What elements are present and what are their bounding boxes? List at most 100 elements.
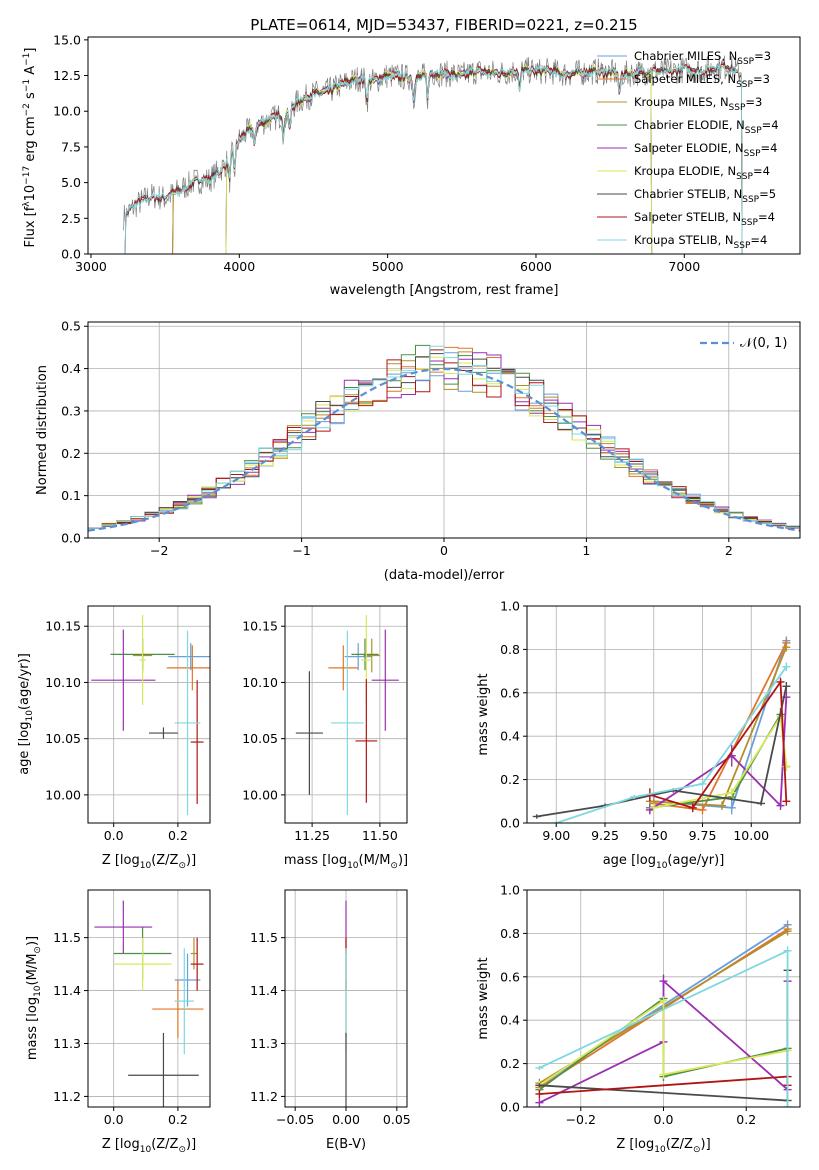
- legend-label: Salpeter STELIB, NSSP=4: [634, 210, 775, 228]
- legend-label-part: =4: [750, 233, 767, 247]
- x-axis-label-part: (M/M: [359, 853, 391, 868]
- spectrum-data-line: [123, 55, 743, 231]
- y-tick-label: 10.05: [242, 731, 278, 746]
- y-axis-label: Flux [fλ10−17 erg cm−2 s−1 A−1]: [22, 48, 38, 248]
- plot-area-age-vs-weight: [532, 636, 791, 823]
- x-axis-label-part: ⊙: [178, 1145, 186, 1155]
- y-tick-label: 0.4: [500, 729, 520, 744]
- y-tick-label: 10.10: [45, 675, 81, 690]
- errorbar-point: [128, 1032, 199, 1107]
- y-tick-label: 0.2: [500, 1056, 520, 1071]
- y-axis-label-part: (M/M: [25, 954, 40, 986]
- x-tick-label: −1: [292, 543, 310, 558]
- y-tick-label: 0.4: [61, 361, 81, 376]
- x-axis-label-part: )]: [398, 853, 408, 868]
- y-axis-label-part: )]: [25, 936, 40, 946]
- errorbar-point: [168, 643, 210, 671]
- x-axis-label-part: Z [log: [102, 853, 140, 868]
- legend-label-part: =4: [758, 210, 775, 224]
- axes-frame: [87, 889, 211, 1108]
- x-tick-label: 9.50: [640, 828, 668, 843]
- plot-area-z-vs-weight: [535, 920, 792, 1107]
- legend-label-part: SSP: [742, 195, 759, 205]
- panel-spectrum: 3000 4000 5000 6000 7000 0.0 2.5 5.0 7.5 10.0 12.5…: [22, 32, 801, 298]
- legend-label-part: SSP: [736, 80, 753, 90]
- gaussian-curve: [88, 367, 800, 532]
- errorbar-point: [91, 629, 156, 731]
- y-tick-label: 0.8: [500, 926, 520, 941]
- x-tick-label: 10.00: [733, 828, 769, 843]
- errorbar-point: [355, 679, 378, 803]
- errorbar-point: [190, 680, 204, 804]
- y-tick-label: 11.5: [250, 930, 278, 945]
- legend-label-part: Salpeter MILES, N: [634, 72, 736, 86]
- y-axis-label-part: λ: [22, 201, 32, 207]
- y-axis-label-part: s: [23, 92, 38, 103]
- legend-label-part: SSP: [745, 126, 762, 136]
- errorbar-point: [344, 643, 372, 671]
- x-axis-label: E(B-V): [326, 1137, 366, 1152]
- x-tick-label: 2: [725, 543, 733, 558]
- legend-label-part: Kroupa STELIB, N: [634, 233, 734, 247]
- y-tick-label: 2.5: [61, 211, 81, 226]
- legend-label-part: SSP: [737, 57, 754, 67]
- y-tick-label: 0.2: [500, 772, 520, 787]
- x-tick-label: 0.05: [383, 1112, 411, 1127]
- panel-residuals: −2 −1 0 1 2 0.0 0.1 0.2 0.3 0.4 0.5 (data-model)/er…: [35, 319, 801, 583]
- legend-label: Kroupa MILES, NSSP=3: [634, 95, 762, 113]
- x-axis-label: Z [log10(Z/Z⊙)]: [616, 1137, 710, 1155]
- x-axis-label-part: (Z/Z: [151, 1137, 178, 1152]
- errorbar-point: [174, 948, 194, 1055]
- legend-label-part: =3: [754, 49, 771, 63]
- x-axis-label-part: Z [log: [102, 1137, 140, 1152]
- x-axis-label-part: )]: [186, 853, 196, 868]
- errorbar-point: [152, 979, 204, 1039]
- y-tick-label: 0.3: [61, 403, 81, 418]
- x-tick-label: 11.50: [362, 828, 398, 843]
- spectrum-model-line: [123, 63, 743, 254]
- legend-label-part: =4: [761, 141, 778, 155]
- x-axis-label-part: age [log: [603, 853, 656, 868]
- x-axis-label-part: ⊙: [693, 1145, 701, 1155]
- x-axis-label-part: (age/yr)]: [667, 853, 724, 868]
- y-tick-label: 0.6: [500, 969, 520, 984]
- x-axis-label-part: 10: [347, 861, 359, 871]
- x-tick-label: 9.00: [542, 828, 570, 843]
- errorbar-point: [174, 630, 201, 816]
- x-axis-label-part: ⊙: [178, 861, 186, 871]
- axes-frame: [526, 605, 801, 824]
- legend-label-part: Salpeter STELIB, N: [634, 210, 741, 224]
- y-tick-label: 11.3: [250, 1036, 278, 1051]
- y-tick-label: 11.2: [250, 1089, 278, 1104]
- spectrum-model-line: [171, 63, 743, 254]
- legend-label: Chabrier STELIB, NSSP=5: [634, 187, 776, 205]
- legend-label-part: Chabrier MILES, N: [634, 49, 737, 63]
- y-tick-label: 7.5: [61, 139, 81, 154]
- errorbar-point: [331, 630, 364, 816]
- weight-line: [556, 666, 788, 823]
- y-tick-label: 0.1: [61, 488, 81, 503]
- x-axis-label-part: 10: [140, 861, 152, 871]
- legend-label-part: Salpeter ELODIE, N: [634, 141, 744, 155]
- legend-label-part: =3: [753, 72, 770, 86]
- panel-z-vs-mass: 0.0 0.211.211.311.411.5Z [log10(Z/Z⊙)]mas…: [25, 889, 211, 1155]
- errorbar-point: [295, 671, 323, 795]
- x-tick-label: 7000: [668, 259, 700, 274]
- y-tick-label: 15.0: [53, 32, 81, 47]
- y-tick-label: 11.3: [53, 1036, 81, 1051]
- x-axis-label-part: (Z/Z: [151, 853, 178, 868]
- x-axis-label-part: 10: [140, 1145, 152, 1155]
- legend-label-part: Kroupa MILES, N: [634, 95, 729, 109]
- y-axis-label-part: −1: [22, 53, 32, 66]
- x-axis-label: Z [log10(Z/Z⊙)]: [102, 853, 196, 871]
- panel-mass-vs-age: 11.25 11.50 10.00 10.05 10.10 10.15 mass [log1…: [242, 605, 408, 871]
- y-axis-label-part: −17: [22, 166, 32, 185]
- x-tick-label: 11.25: [294, 828, 330, 843]
- y-tick-label: 0.0: [500, 1100, 520, 1115]
- x-axis-label: mass [log10(M/M⊙)]: [284, 853, 408, 871]
- panel-z-vs-weight: −0.2 0.0 0.2 0.0 0.2 0.4 0.6 0.8 1.0 Z [log10(Z/Z…: [476, 883, 801, 1155]
- x-tick-label: 5000: [372, 259, 404, 274]
- legend-label: Salpeter MILES, NSSP=3: [634, 72, 770, 90]
